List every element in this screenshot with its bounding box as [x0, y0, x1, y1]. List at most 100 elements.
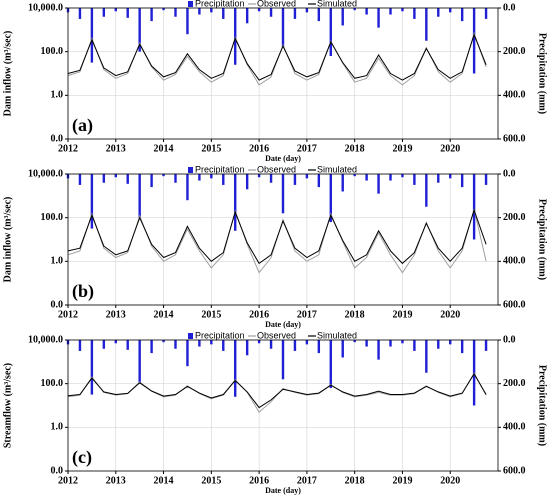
legend-label: Simulated — [317, 164, 357, 174]
x-tick-label: 2015 — [201, 475, 221, 486]
x-axis-label: Date (day) — [265, 154, 301, 163]
x-tick-label: 2019 — [392, 309, 412, 320]
plot-frame — [67, 173, 499, 306]
legend-label: Precipitation — [195, 330, 245, 340]
x-axis-label: Date (day) — [265, 486, 301, 495]
precip-bar — [413, 8, 416, 19]
precip-bar — [210, 8, 213, 13]
y2-tick-label: 600.0 — [503, 133, 526, 144]
x-tick-label: 2013 — [106, 143, 126, 154]
precip-bar — [245, 8, 249, 24]
legend-label: Observed — [257, 0, 296, 8]
precip-bar — [257, 174, 261, 178]
precip-bar — [377, 340, 380, 360]
legend: Precipitation Observed Simulated — [188, 164, 357, 174]
legend-label: Observed — [257, 164, 296, 174]
precip-bar — [78, 340, 82, 351]
y2-tick-label: 200.0 — [503, 378, 526, 389]
precip-bar — [460, 340, 464, 354]
precip-bar — [293, 8, 297, 19]
y-tick-label: 100.0 — [41, 378, 64, 389]
y-tick-label: 1.0 — [51, 90, 64, 101]
x-tick-label: 2018 — [345, 475, 365, 486]
precip-bar — [138, 340, 141, 384]
precip-bar — [198, 8, 201, 15]
y-tick-label: 10,000.0 — [28, 334, 63, 345]
precip-bar — [389, 174, 392, 181]
precip-bar — [186, 340, 189, 367]
precip-bar — [365, 8, 368, 15]
x-tick-label: 2013 — [106, 475, 126, 486]
precip-bar — [484, 340, 488, 351]
precip-bar — [198, 174, 201, 181]
precip-bar — [425, 8, 428, 41]
precip-bar — [305, 174, 309, 179]
x-tick-label: 2014 — [154, 309, 174, 320]
precip-bar — [234, 174, 237, 231]
precip-bar — [186, 8, 189, 35]
x-tick-label: 2016 — [249, 309, 269, 320]
precip-bar — [138, 174, 141, 218]
y-axis-label: Dam inflow (m³/sec) — [2, 31, 13, 117]
precip-bar — [126, 8, 129, 18]
precip-bar — [353, 174, 356, 177]
plot-frame — [67, 339, 499, 472]
precip-bar — [269, 340, 273, 349]
series-line — [67, 33, 487, 81]
precip-bar — [281, 174, 285, 214]
panel: 0.0 1.0 100.0 10,000.0 2012 2013 2014 2015 2016 2… — [2, 330, 547, 494]
precip-bar — [437, 340, 440, 349]
y-tick-label: 0.0 — [51, 133, 64, 144]
precip-bar — [222, 8, 225, 19]
precip-bar — [377, 8, 380, 28]
y-tick-label: 1.0 — [51, 256, 64, 267]
precip-bar — [389, 8, 392, 15]
precip-bar — [389, 340, 392, 347]
y-tick-label: 100.0 — [41, 212, 64, 223]
x-tick-label: 2012 — [58, 143, 78, 154]
legend-label: Precipitation — [195, 0, 245, 8]
precip-bar — [114, 8, 117, 12]
y2-axis-label: Precipitation (mm) — [537, 199, 548, 280]
y2-axis-label: Precipitation (mm) — [537, 365, 548, 446]
precip-bar — [365, 174, 368, 181]
precip-bar — [305, 8, 309, 13]
precip-bar — [449, 174, 452, 179]
x-tick-label: 2015 — [201, 309, 221, 320]
precip-bar — [174, 174, 177, 183]
x-tick-label: 2017 — [297, 475, 317, 486]
precip-bar — [150, 8, 153, 22]
precip-bar — [317, 8, 321, 22]
legend-swatch — [188, 167, 193, 173]
y-tick-label: 10,000.0 — [28, 168, 63, 179]
x-tick-label: 2013 — [106, 309, 126, 320]
precip-bar — [174, 340, 177, 349]
x-tick-label: 2020 — [440, 143, 460, 154]
x-tick-label: 2012 — [58, 475, 78, 486]
legend-swatch — [188, 333, 193, 339]
precip-bar — [269, 8, 273, 17]
panel-label: (a) — [72, 115, 93, 136]
series-line — [67, 208, 487, 265]
precip-bar — [293, 174, 297, 185]
x-axis-label: Date (day) — [265, 320, 301, 329]
precip-bar — [138, 8, 141, 52]
precip-bar — [401, 8, 404, 12]
precip-bar — [401, 340, 404, 344]
panel: 0.0 1.0 100.0 10,000.0 2012 2013 2014 2015 2016 2… — [2, 0, 547, 163]
legend-swatch — [188, 1, 193, 7]
precip-bar — [437, 8, 440, 17]
series-line — [67, 208, 487, 274]
precip-bar — [186, 174, 189, 201]
precip-bar — [341, 8, 344, 26]
precip-bar — [126, 340, 129, 350]
y-tick-label: 100.0 — [41, 46, 64, 57]
x-tick-label: 2016 — [249, 143, 269, 154]
precip-bar — [305, 340, 309, 345]
precip-bar — [449, 340, 452, 345]
precip-bar — [114, 340, 117, 344]
precip-bar — [90, 340, 94, 395]
precip-bar — [425, 340, 428, 373]
y2-tick-label: 0.0 — [503, 2, 516, 13]
